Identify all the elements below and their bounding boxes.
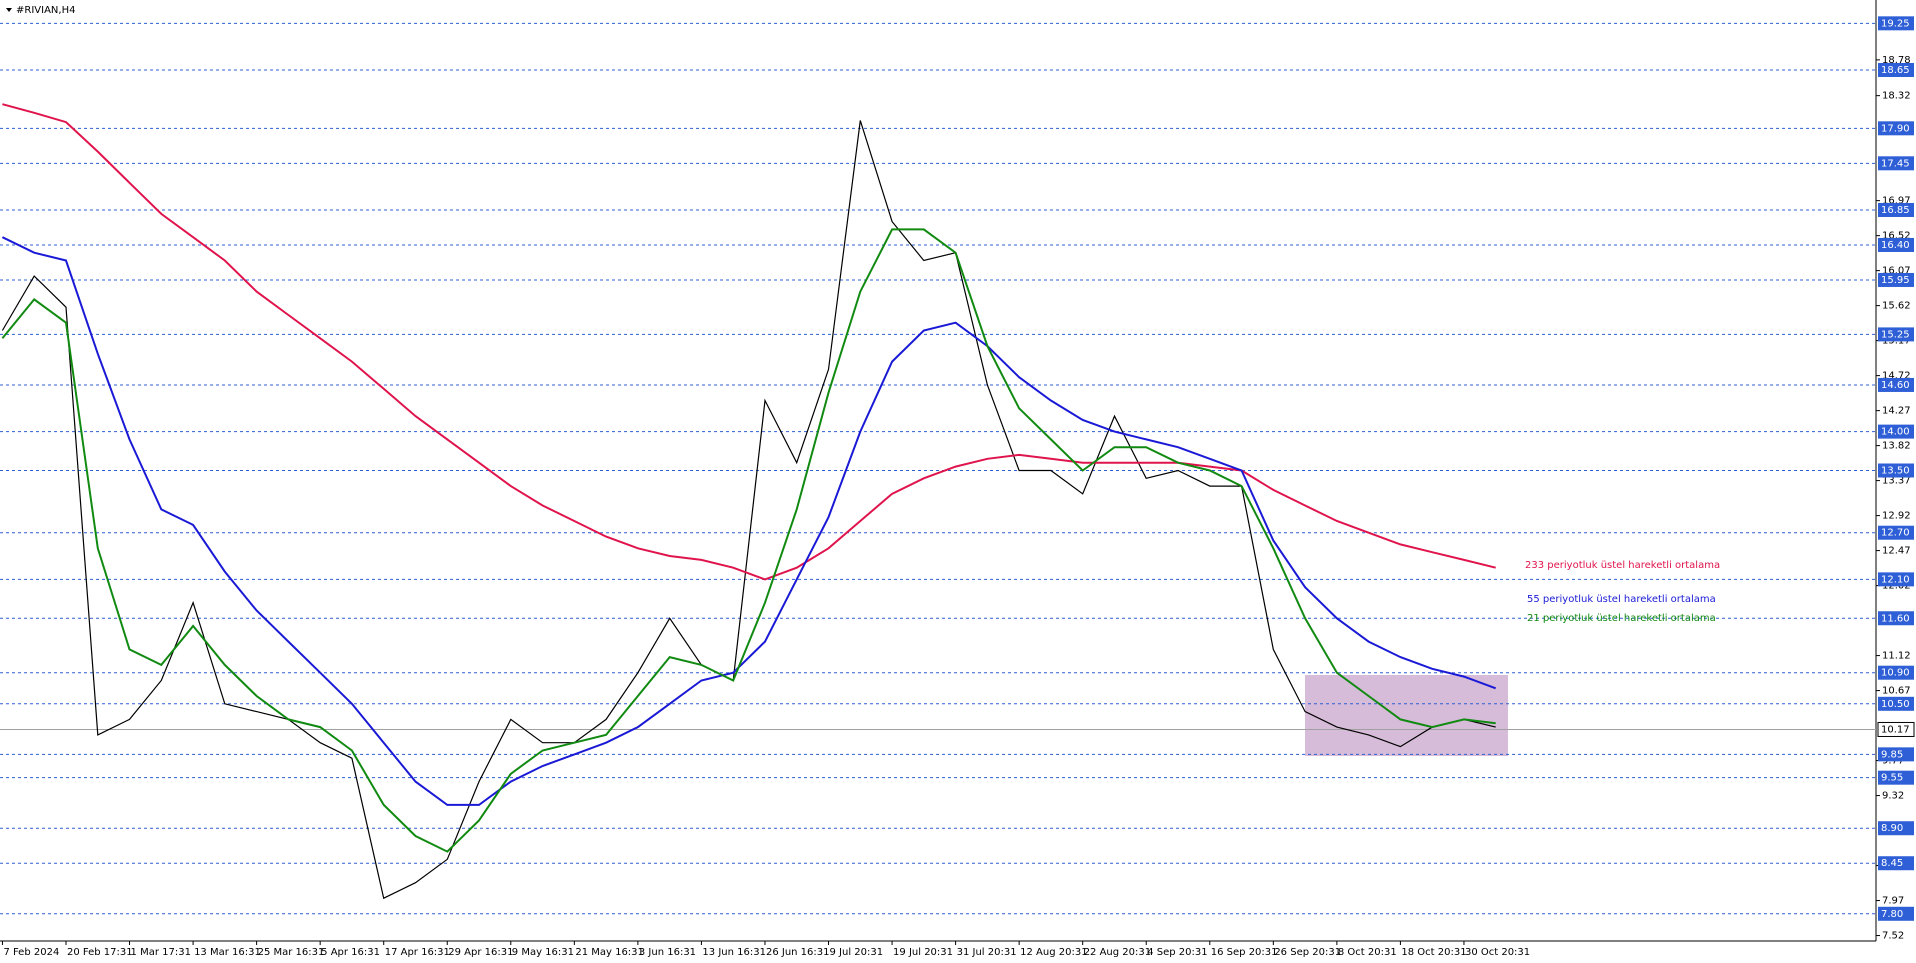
x-tick-label: 13 Jun 16:31 (702, 947, 766, 958)
x-tick-label: 20 Feb 17:31 (67, 947, 133, 958)
level-label-bg (1878, 665, 1914, 680)
x-tick-label: 30 Oct 20:31 (1465, 947, 1530, 958)
x-tick-label: 26 Sep 20:31 (1274, 947, 1341, 958)
y-tick-label: 12.47 (1882, 546, 1911, 557)
level-label-bg (1878, 156, 1914, 171)
y-tick-label: 15.62 (1882, 301, 1911, 312)
level-label: 14.60 (1881, 380, 1910, 391)
x-tick-label: 19 Jul 20:31 (893, 947, 953, 958)
ema-line (1, 228, 1496, 853)
level-label-bg (1878, 463, 1914, 478)
y-tick-label: 13.37 (1882, 476, 1911, 487)
y-tick-label: 9.32 (1882, 791, 1904, 802)
level-label: 14.00 (1881, 427, 1910, 438)
level-label: 8.45 (1881, 858, 1903, 869)
level-label: 13.50 (1881, 466, 1910, 477)
ema-line (1, 236, 1497, 806)
y-tick-label: 14.27 (1882, 406, 1911, 417)
x-tick-label: 21 May 16:31 (575, 947, 644, 958)
level-label-bg (1878, 237, 1914, 252)
y-tick-label: 12.92 (1882, 511, 1911, 522)
level-label-bg (1878, 62, 1914, 77)
x-tick-label: 3 Jun 16:31 (639, 947, 696, 958)
y-tick-label: 13.82 (1882, 441, 1911, 452)
x-tick-label: 7 Feb 2024 (3, 947, 59, 958)
series-label: 55 periyotluk üstel hareketli ortalama (1527, 594, 1716, 605)
level-label-bg (1878, 856, 1914, 871)
level-label-bg (1878, 747, 1914, 762)
x-tick-label: 18 Oct 20:31 (1401, 947, 1466, 958)
level-label: 8.90 (1881, 823, 1903, 834)
x-tick-label: 22 Aug 20:31 (1084, 947, 1151, 958)
chart-title: #RIVIAN,H4 (16, 5, 75, 16)
y-tick-label: 16.52 (1882, 231, 1911, 242)
level-label-bg (1878, 821, 1914, 836)
range-box (1305, 675, 1508, 756)
x-tick-label: 9 Jul 20:31 (830, 947, 884, 958)
level-label-bg (1878, 121, 1914, 136)
y-tick-label: 10.67 (1882, 686, 1911, 697)
y-tick-label: 7.97 (1882, 896, 1904, 907)
menu-arrow[interactable] (6, 8, 12, 12)
level-label: 12.10 (1881, 574, 1910, 585)
x-tick-label: 5 Apr 16:31 (321, 947, 380, 958)
x-tick-label: 12 Aug 20:31 (1020, 947, 1087, 958)
level-label: 16.40 (1881, 240, 1910, 251)
level-label: 18.65 (1881, 65, 1910, 76)
y-tick-label: 7.52 (1882, 931, 1904, 942)
x-tick-label: 8 Oct 20:31 (1338, 947, 1397, 958)
x-tick-label: 9 May 16:31 (512, 947, 574, 958)
level-label: 10.90 (1881, 668, 1910, 679)
level-label-bg (1878, 327, 1914, 342)
x-tick-label: 4 Sep 20:31 (1147, 947, 1207, 958)
level-label-bg (1878, 16, 1914, 31)
x-tick-label: 26 Jun 16:31 (766, 947, 830, 958)
level-label-bg (1878, 525, 1914, 540)
current-price-bg (1877, 721, 1915, 737)
x-tick-label: 31 Jul 20:31 (957, 947, 1017, 958)
y-tick-label: 16.97 (1882, 196, 1911, 207)
x-tick-label: 1 Mar 17:31 (131, 947, 191, 958)
x-tick-label: 16 Sep 20:31 (1211, 947, 1278, 958)
y-tick-label: 18.78 (1882, 55, 1911, 66)
level-label-bg (1878, 696, 1914, 711)
level-label: 9.85 (1881, 749, 1903, 760)
x-tick-label: 13 Mar 16:31 (194, 947, 261, 958)
level-label-bg (1878, 202, 1914, 217)
x-tick-label: 17 Apr 16:31 (385, 947, 450, 958)
y-tick-label: 14.72 (1882, 371, 1911, 382)
level-label-bg (1878, 770, 1914, 785)
level-label: 16.85 (1881, 205, 1910, 216)
level-label: 11.60 (1881, 613, 1910, 624)
level-label-bg (1878, 906, 1914, 921)
level-label: 12.70 (1881, 528, 1910, 539)
level-label: 10.50 (1881, 699, 1910, 710)
level-label-bg (1878, 611, 1914, 626)
level-label-bg (1878, 572, 1914, 587)
y-tick-label: 16.07 (1882, 266, 1911, 277)
level-label: 7.80 (1881, 909, 1903, 920)
current-price-label: 10.17 (1881, 724, 1910, 735)
y-tick-label: 18.32 (1882, 91, 1911, 102)
ema-line (2, 103, 1496, 581)
price-line (1, 120, 1496, 900)
level-label: 15.95 (1881, 275, 1910, 286)
level-label: 15.25 (1881, 329, 1910, 340)
level-label: 19.25 (1881, 18, 1910, 29)
series-label: 21 periyotluk üstel hareketli ortalama (1527, 613, 1716, 624)
level-label-bg (1878, 272, 1914, 287)
level-label: 9.55 (1881, 773, 1903, 784)
level-label-bg (1878, 424, 1914, 439)
level-label: 17.90 (1881, 123, 1910, 134)
level-label-bg (1878, 377, 1914, 392)
series-label: 233 periyotluk üstel hareketli ortalama (1525, 560, 1720, 571)
x-tick-label: 25 Mar 16:31 (258, 947, 325, 958)
level-label: 17.45 (1881, 158, 1910, 169)
x-tick-label: 29 Apr 16:31 (448, 947, 513, 958)
y-tick-label: 11.12 (1882, 651, 1911, 662)
